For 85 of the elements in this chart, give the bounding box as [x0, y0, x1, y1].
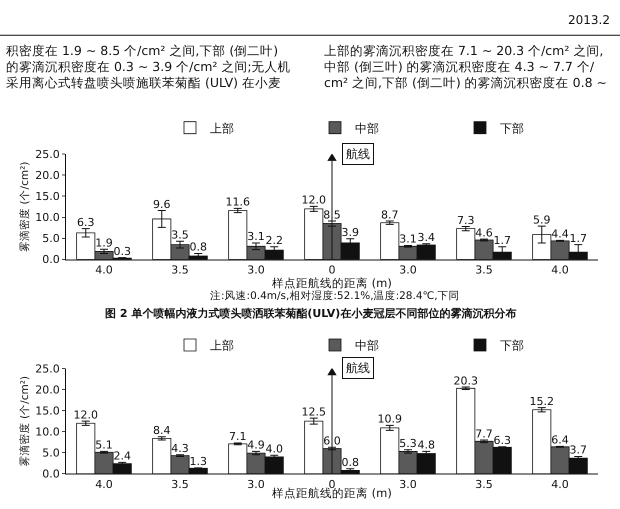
y-axis-title: 雾滴密度 (个/cm²)	[18, 376, 32, 466]
legend-label: 中部	[355, 338, 379, 353]
text: 的雾滴沉积密度在 0.3 ~ 3.9 个/cm² 之间;无人机	[6, 59, 291, 74]
data-label: 7.1	[229, 430, 247, 444]
data-label: 10.9	[378, 412, 402, 426]
data-label: 15.2	[530, 394, 554, 408]
y-tick-label: 25.0	[35, 362, 60, 376]
data-label: 12.5	[302, 405, 326, 418]
data-label: 5.1	[95, 438, 113, 452]
data-label: 4.3	[171, 442, 189, 456]
x-tick-label: 3.5	[171, 478, 189, 491]
x-tick-label: 3.5	[475, 478, 493, 491]
data-label: 4.0	[265, 442, 283, 456]
x-tick-label: 4.0	[551, 264, 569, 277]
data-label: 2.4	[113, 450, 131, 463]
text: 注:风速:0.4m/s,相对湿度:52.1%,温度:28.4℃,下同	[210, 289, 460, 302]
data-label: 0.3	[113, 244, 131, 258]
x-tick-label: 3.0	[247, 478, 265, 491]
x-tick-label: 4.0	[95, 478, 113, 491]
data-label: 2.2	[265, 234, 283, 247]
data-label: 3.7	[569, 444, 587, 457]
x-axis-title: 样点距航线的距离 (m)	[272, 276, 392, 290]
text: 中部 (倒三叶) 的雾滴沉积密度在 4.3 ~ 7.7 个/	[324, 59, 595, 74]
y-tick-label: 5.0	[42, 232, 60, 246]
y-tick-label: 10.0	[35, 425, 60, 438]
text: 积密度在 1.9 ~ 8.5 个/cm² 之间,下部 (倒二叶)	[6, 43, 278, 58]
y-tick-label: 20.0	[35, 383, 60, 396]
data-label: 0.8	[341, 456, 359, 469]
data-label: 4.6	[475, 226, 493, 240]
data-label: 12.0	[74, 408, 98, 422]
x-tick-label: 3.0	[247, 264, 265, 277]
data-label: 3.1	[399, 232, 417, 246]
legend-label: 上部	[210, 121, 234, 136]
data-label: 11.6	[226, 196, 250, 209]
y-tick-label: 20.0	[35, 169, 60, 182]
y-tick-label: 15.0	[35, 190, 60, 204]
y-tick-label: 15.0	[35, 404, 60, 418]
data-label: 20.3	[454, 374, 478, 388]
data-label: 1.7	[493, 234, 511, 247]
legend-label: 下部	[500, 121, 524, 136]
data-label: 1.9	[95, 236, 113, 250]
y-tick-label: 5.0	[42, 446, 60, 460]
legend-label: 上部	[210, 338, 234, 353]
data-label: 3.9	[341, 226, 359, 239]
ref-line-label: 航线	[346, 147, 370, 161]
data-label: 5.3	[399, 437, 417, 450]
data-label: 5.9	[533, 213, 551, 226]
x-tick-label: 3.0	[399, 478, 417, 491]
data-label: 9.6	[153, 198, 171, 211]
y-axis-title: 雾滴密度 (个/cm²)	[18, 162, 32, 252]
text: 上部的雾滴沉积密度在 7.1 ~ 20.3 个/cm² 之间,	[324, 43, 604, 58]
data-label: 1.7	[569, 232, 587, 245]
y-tick-label: 0.0	[42, 253, 60, 266]
legend-label: 中部	[355, 121, 379, 136]
x-tick-label: 4.0	[95, 264, 113, 277]
x-tick-label: 3.0	[399, 264, 417, 277]
data-label: 1.3	[189, 455, 207, 468]
data-label: 6.3	[493, 434, 511, 448]
data-label: 8.7	[381, 208, 399, 222]
x-tick-label: 0	[328, 264, 336, 277]
y-tick-label: 10.0	[35, 211, 60, 224]
data-label: 4.4	[551, 228, 569, 241]
data-label: 3.4	[417, 231, 435, 244]
data-label: 8.4	[153, 424, 171, 437]
y-tick-label: 25.0	[35, 148, 60, 161]
data-label: 12.0	[302, 194, 326, 207]
y-tick-label: 0.0	[42, 468, 60, 481]
x-tick-label: 3.5	[171, 264, 189, 277]
text: 采用离心式转盘喷头喷施联苯菊酯 (ULV) 在小麦	[6, 75, 281, 90]
data-label: 7.3	[457, 214, 475, 227]
data-label: 3.1	[247, 230, 265, 244]
x-tick-label: 4.0	[551, 478, 569, 491]
x-tick-label: 3.5	[475, 264, 493, 277]
legend-label: 下部	[500, 338, 524, 353]
text: cm² 之间,下部 (倒二叶) 的雾滴沉积密度在 0.8 ~	[324, 75, 608, 90]
ref-line-label: 航线	[346, 361, 370, 375]
data-label: 4.8	[417, 438, 435, 452]
data-label: 7.7	[475, 427, 493, 440]
text: 2013.2	[568, 13, 610, 27]
data-label: 6.4	[551, 434, 569, 447]
data-label: 3.5	[171, 228, 189, 242]
text: 图 2 单个喷幅内液力式喷头喷洒联苯菊酯(ULV)在小麦冠层不同部位的雾滴沉积分布	[105, 307, 516, 320]
data-label: 0.8	[189, 240, 207, 254]
data-label: 4.9	[247, 438, 265, 452]
data-label: 6.3	[77, 216, 95, 229]
